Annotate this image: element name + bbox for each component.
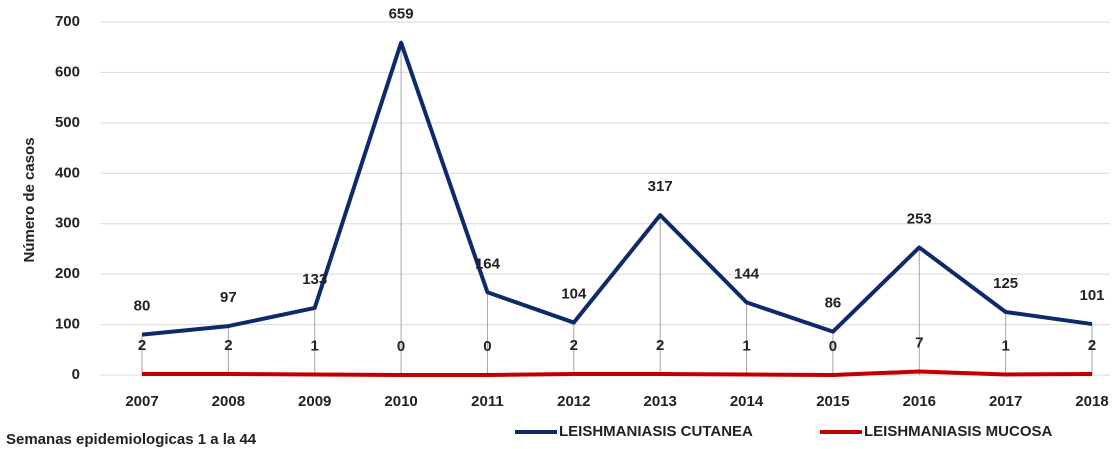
data-label: 7 <box>915 334 923 351</box>
data-label: 0 <box>829 338 837 355</box>
x-tick-label: 2014 <box>730 393 764 410</box>
x-tick-label: 2012 <box>557 393 590 410</box>
data-label: 659 <box>389 6 414 23</box>
y-tick-label: 100 <box>55 316 80 333</box>
y-axis-title: Número de casos <box>21 137 38 262</box>
data-label: 133 <box>302 271 327 288</box>
x-tick-label: 2015 <box>816 393 849 410</box>
data-label: 1 <box>742 337 750 354</box>
x-tick-label: 2008 <box>212 393 245 410</box>
data-label: 80 <box>134 298 151 315</box>
data-label: 1 <box>311 337 319 354</box>
data-label: 125 <box>993 275 1018 292</box>
legend-label: LEISHMANIASIS CUTANEA <box>559 423 753 440</box>
data-label: 104 <box>561 286 587 303</box>
data-label: 0 <box>397 338 405 355</box>
x-axis-title: Semanas epidemiologicas 1 a la 44 <box>6 431 257 448</box>
y-tick-label: 200 <box>55 265 80 282</box>
legend-label: LEISHMANIASIS MUCOSA <box>864 423 1053 440</box>
data-label: 2 <box>570 337 578 354</box>
x-tick-label: 2016 <box>903 393 936 410</box>
data-label: 2 <box>656 337 664 354</box>
data-label: 2 <box>224 337 232 354</box>
data-label: 2 <box>138 337 146 354</box>
data-label: 101 <box>1079 287 1104 304</box>
data-label: 317 <box>648 178 673 195</box>
y-tick-label: 500 <box>55 114 80 131</box>
series-line <box>142 369 1093 377</box>
x-tick-label: 2007 <box>125 393 158 410</box>
x-tick-label: 2017 <box>989 393 1022 410</box>
data-label: 164 <box>475 255 501 272</box>
x-tick-label: 2013 <box>643 393 676 410</box>
x-tick-label: 2011 <box>471 393 504 410</box>
x-tick-label: 2009 <box>298 393 331 410</box>
data-label: 97 <box>220 289 237 306</box>
y-tick-label: 700 <box>55 13 80 30</box>
y-tick-label: 400 <box>55 164 80 181</box>
data-label: 2 <box>1088 337 1096 354</box>
y-tick-label: 300 <box>55 215 80 232</box>
data-label: 1 <box>1001 337 1009 354</box>
data-label: 0 <box>483 338 491 355</box>
x-tick-label: 2010 <box>384 393 417 410</box>
data-label: 144 <box>734 265 760 282</box>
data-label: 86 <box>825 295 842 312</box>
y-tick-label: 0 <box>72 366 80 383</box>
y-tick-label: 600 <box>55 63 80 80</box>
x-tick-label: 2018 <box>1075 393 1108 410</box>
series-line <box>141 40 1093 337</box>
data-label: 253 <box>907 210 932 227</box>
